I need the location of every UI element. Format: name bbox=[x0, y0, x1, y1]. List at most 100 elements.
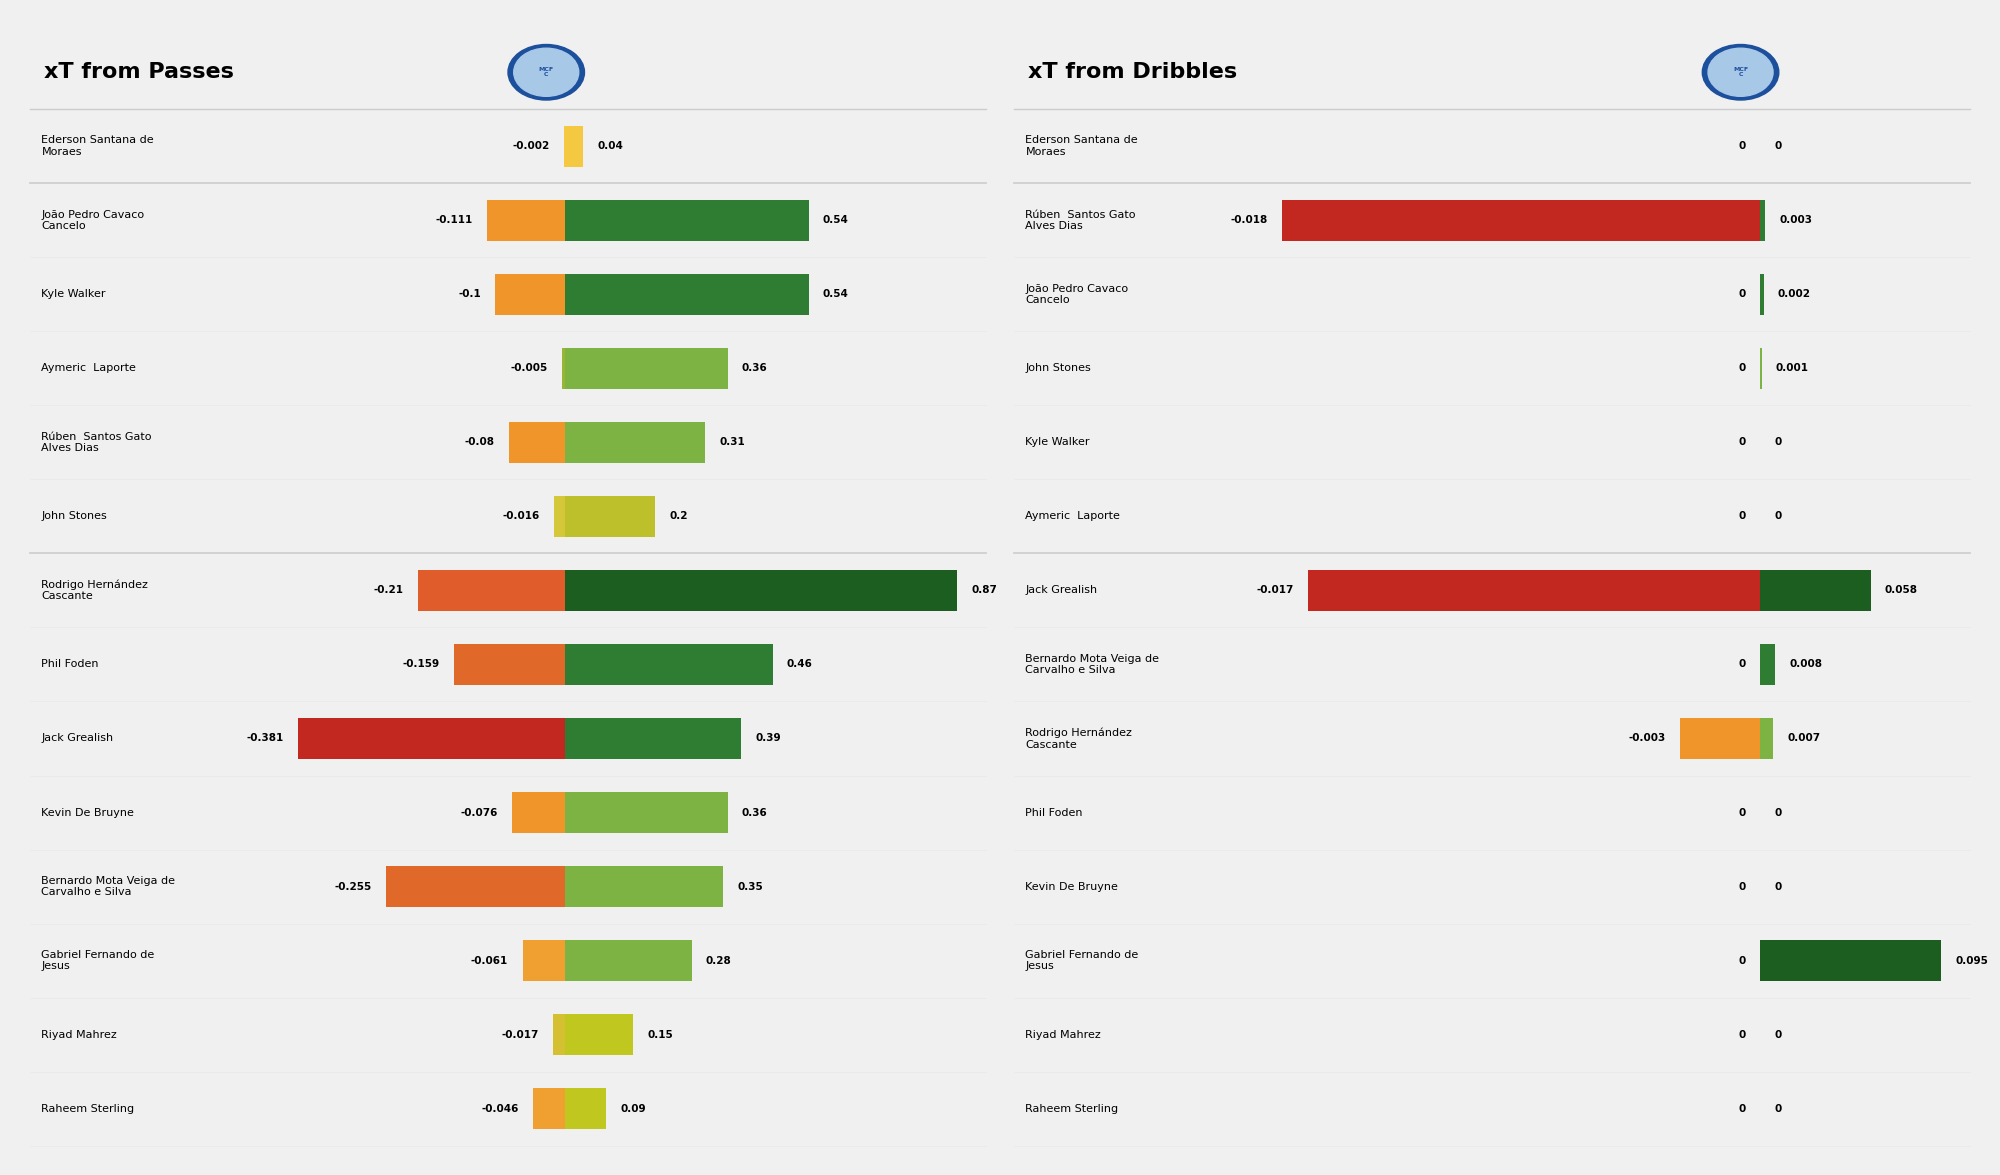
Bar bbox=[566, 718, 742, 759]
Text: 0: 0 bbox=[1738, 1029, 1746, 1040]
Text: Rúben  Santos Gato
Alves Dias: Rúben Santos Gato Alves Dias bbox=[42, 431, 152, 454]
Text: 0.87: 0.87 bbox=[972, 585, 998, 596]
Text: 0.058: 0.058 bbox=[1884, 585, 1918, 596]
Text: 0: 0 bbox=[1738, 289, 1746, 300]
Bar bbox=[554, 496, 566, 537]
Bar bbox=[566, 422, 706, 463]
Text: 0: 0 bbox=[1738, 881, 1746, 892]
Text: John Stones: John Stones bbox=[1026, 363, 1092, 374]
Text: 0: 0 bbox=[1774, 141, 1782, 152]
Text: 0.04: 0.04 bbox=[598, 141, 624, 152]
Text: MCF
C: MCF C bbox=[538, 67, 554, 78]
Text: João Pedro Cavaco
Cancelo: João Pedro Cavaco Cancelo bbox=[1026, 283, 1128, 306]
Text: Bernardo Mota Veiga de
Carvalho e Silva: Bernardo Mota Veiga de Carvalho e Silva bbox=[42, 875, 176, 898]
Text: Phil Foden: Phil Foden bbox=[1026, 807, 1082, 818]
Bar bbox=[566, 348, 728, 389]
Bar bbox=[566, 496, 656, 537]
Text: Riyad Mahrez: Riyad Mahrez bbox=[42, 1029, 118, 1040]
Text: 0.35: 0.35 bbox=[738, 881, 764, 892]
Text: 0.28: 0.28 bbox=[706, 955, 732, 966]
Bar bbox=[386, 866, 566, 907]
Text: 0: 0 bbox=[1738, 659, 1746, 670]
Ellipse shape bbox=[1702, 45, 1778, 100]
Bar bbox=[1680, 718, 1760, 759]
Text: 0.2: 0.2 bbox=[670, 511, 688, 522]
Text: 0.001: 0.001 bbox=[1776, 363, 1808, 374]
Text: 0.008: 0.008 bbox=[1790, 659, 1822, 670]
Text: Raheem Sterling: Raheem Sterling bbox=[1026, 1103, 1118, 1114]
Bar bbox=[554, 1014, 566, 1055]
Bar bbox=[566, 940, 692, 981]
Bar bbox=[510, 422, 566, 463]
Bar bbox=[1760, 644, 1774, 685]
Text: Jack Grealish: Jack Grealish bbox=[1026, 585, 1098, 596]
Text: 0.36: 0.36 bbox=[742, 363, 768, 374]
Text: Ederson Santana de
Moraes: Ederson Santana de Moraes bbox=[42, 135, 154, 157]
Text: Bernardo Mota Veiga de
Carvalho e Silva: Bernardo Mota Veiga de Carvalho e Silva bbox=[1026, 653, 1160, 676]
Text: -0.017: -0.017 bbox=[502, 1029, 540, 1040]
Text: Rodrigo Hernández
Cascante: Rodrigo Hernández Cascante bbox=[42, 579, 148, 602]
Bar bbox=[1760, 570, 1870, 611]
Text: 0: 0 bbox=[1738, 141, 1746, 152]
Text: -0.111: -0.111 bbox=[436, 215, 474, 226]
Text: 0: 0 bbox=[1738, 363, 1746, 374]
Text: Kevin De Bruyne: Kevin De Bruyne bbox=[1026, 881, 1118, 892]
Text: 0: 0 bbox=[1774, 881, 1782, 892]
Bar bbox=[566, 1088, 606, 1129]
Text: -0.046: -0.046 bbox=[482, 1103, 518, 1114]
Bar bbox=[298, 718, 566, 759]
Text: 0: 0 bbox=[1774, 437, 1782, 448]
Text: -0.076: -0.076 bbox=[460, 807, 498, 818]
Bar bbox=[512, 792, 566, 833]
Bar bbox=[566, 792, 728, 833]
Bar bbox=[1308, 570, 1760, 611]
Text: -0.005: -0.005 bbox=[510, 363, 548, 374]
Text: -0.016: -0.016 bbox=[502, 511, 540, 522]
Bar bbox=[454, 644, 566, 685]
Text: Aymeric  Laporte: Aymeric Laporte bbox=[1026, 511, 1120, 522]
Bar bbox=[522, 940, 566, 981]
Text: -0.381: -0.381 bbox=[246, 733, 284, 744]
Text: 0.54: 0.54 bbox=[822, 215, 848, 226]
Bar bbox=[1760, 718, 1774, 759]
Text: 0: 0 bbox=[1738, 955, 1746, 966]
Bar bbox=[566, 644, 772, 685]
Text: -0.003: -0.003 bbox=[1628, 733, 1666, 744]
Text: 0: 0 bbox=[1738, 1103, 1746, 1114]
Text: 0: 0 bbox=[1738, 807, 1746, 818]
Bar bbox=[496, 274, 566, 315]
Text: MCF
C: MCF C bbox=[1732, 67, 1748, 78]
Text: 0.15: 0.15 bbox=[648, 1029, 674, 1040]
Text: 0: 0 bbox=[1774, 807, 1782, 818]
Text: Kyle Walker: Kyle Walker bbox=[1026, 437, 1090, 448]
Bar bbox=[566, 866, 724, 907]
Bar bbox=[488, 200, 566, 241]
Text: 0.54: 0.54 bbox=[822, 289, 848, 300]
Bar bbox=[566, 126, 584, 167]
Ellipse shape bbox=[514, 48, 578, 96]
Bar bbox=[566, 1014, 632, 1055]
Text: Ederson Santana de
Moraes: Ederson Santana de Moraes bbox=[1026, 135, 1138, 157]
Text: xT from Dribbles: xT from Dribbles bbox=[1028, 62, 1238, 82]
Text: Gabriel Fernando de
Jesus: Gabriel Fernando de Jesus bbox=[1026, 949, 1138, 972]
Text: 0: 0 bbox=[1774, 1029, 1782, 1040]
Text: 0.46: 0.46 bbox=[786, 659, 812, 670]
Text: Kyle Walker: Kyle Walker bbox=[42, 289, 106, 300]
Text: 0: 0 bbox=[1738, 437, 1746, 448]
Text: -0.255: -0.255 bbox=[334, 881, 372, 892]
Bar bbox=[562, 348, 566, 389]
Bar bbox=[534, 1088, 566, 1129]
Text: Jack Grealish: Jack Grealish bbox=[42, 733, 114, 744]
Text: Riyad Mahrez: Riyad Mahrez bbox=[1026, 1029, 1102, 1040]
Text: João Pedro Cavaco
Cancelo: João Pedro Cavaco Cancelo bbox=[42, 209, 144, 231]
Text: 0.002: 0.002 bbox=[1778, 289, 1810, 300]
Text: -0.002: -0.002 bbox=[512, 141, 550, 152]
Text: 0.095: 0.095 bbox=[1956, 955, 1988, 966]
Ellipse shape bbox=[1708, 48, 1774, 96]
Text: 0.31: 0.31 bbox=[720, 437, 746, 448]
Bar bbox=[566, 570, 958, 611]
Text: Phil Foden: Phil Foden bbox=[42, 659, 98, 670]
Bar bbox=[418, 570, 566, 611]
Text: 0: 0 bbox=[1774, 1103, 1782, 1114]
Text: Rodrigo Hernández
Cascante: Rodrigo Hernández Cascante bbox=[1026, 727, 1132, 750]
